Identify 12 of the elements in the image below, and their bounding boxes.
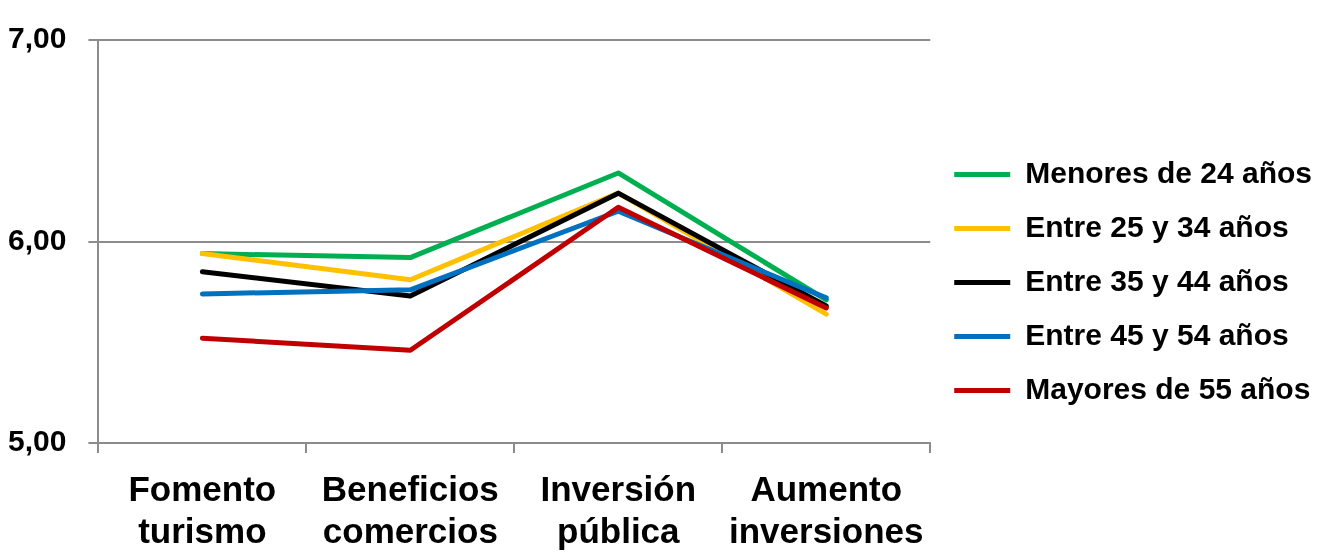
x-tick-label: Beneficios comercios — [321, 468, 499, 550]
legend-label: Entre 35 y 44 años — [1025, 263, 1289, 297]
legend-label: Entre 45 y 54 años — [1025, 317, 1289, 351]
y-tick-label: 6,00 — [8, 222, 67, 256]
y-tick-label: 5,00 — [8, 424, 67, 458]
x-tick-label: Fomento turismo — [128, 468, 277, 550]
x-tick-label: Aumento inversiones — [728, 468, 924, 550]
legend-label: Entre 25 y 34 años — [1025, 209, 1289, 243]
y-tick-label: 7,00 — [8, 21, 67, 55]
legend-label: Mayores de 55 años — [1025, 371, 1311, 405]
legend-label: Menores de 24 años — [1025, 155, 1313, 189]
x-tick-label: Inversión pública — [540, 468, 697, 550]
